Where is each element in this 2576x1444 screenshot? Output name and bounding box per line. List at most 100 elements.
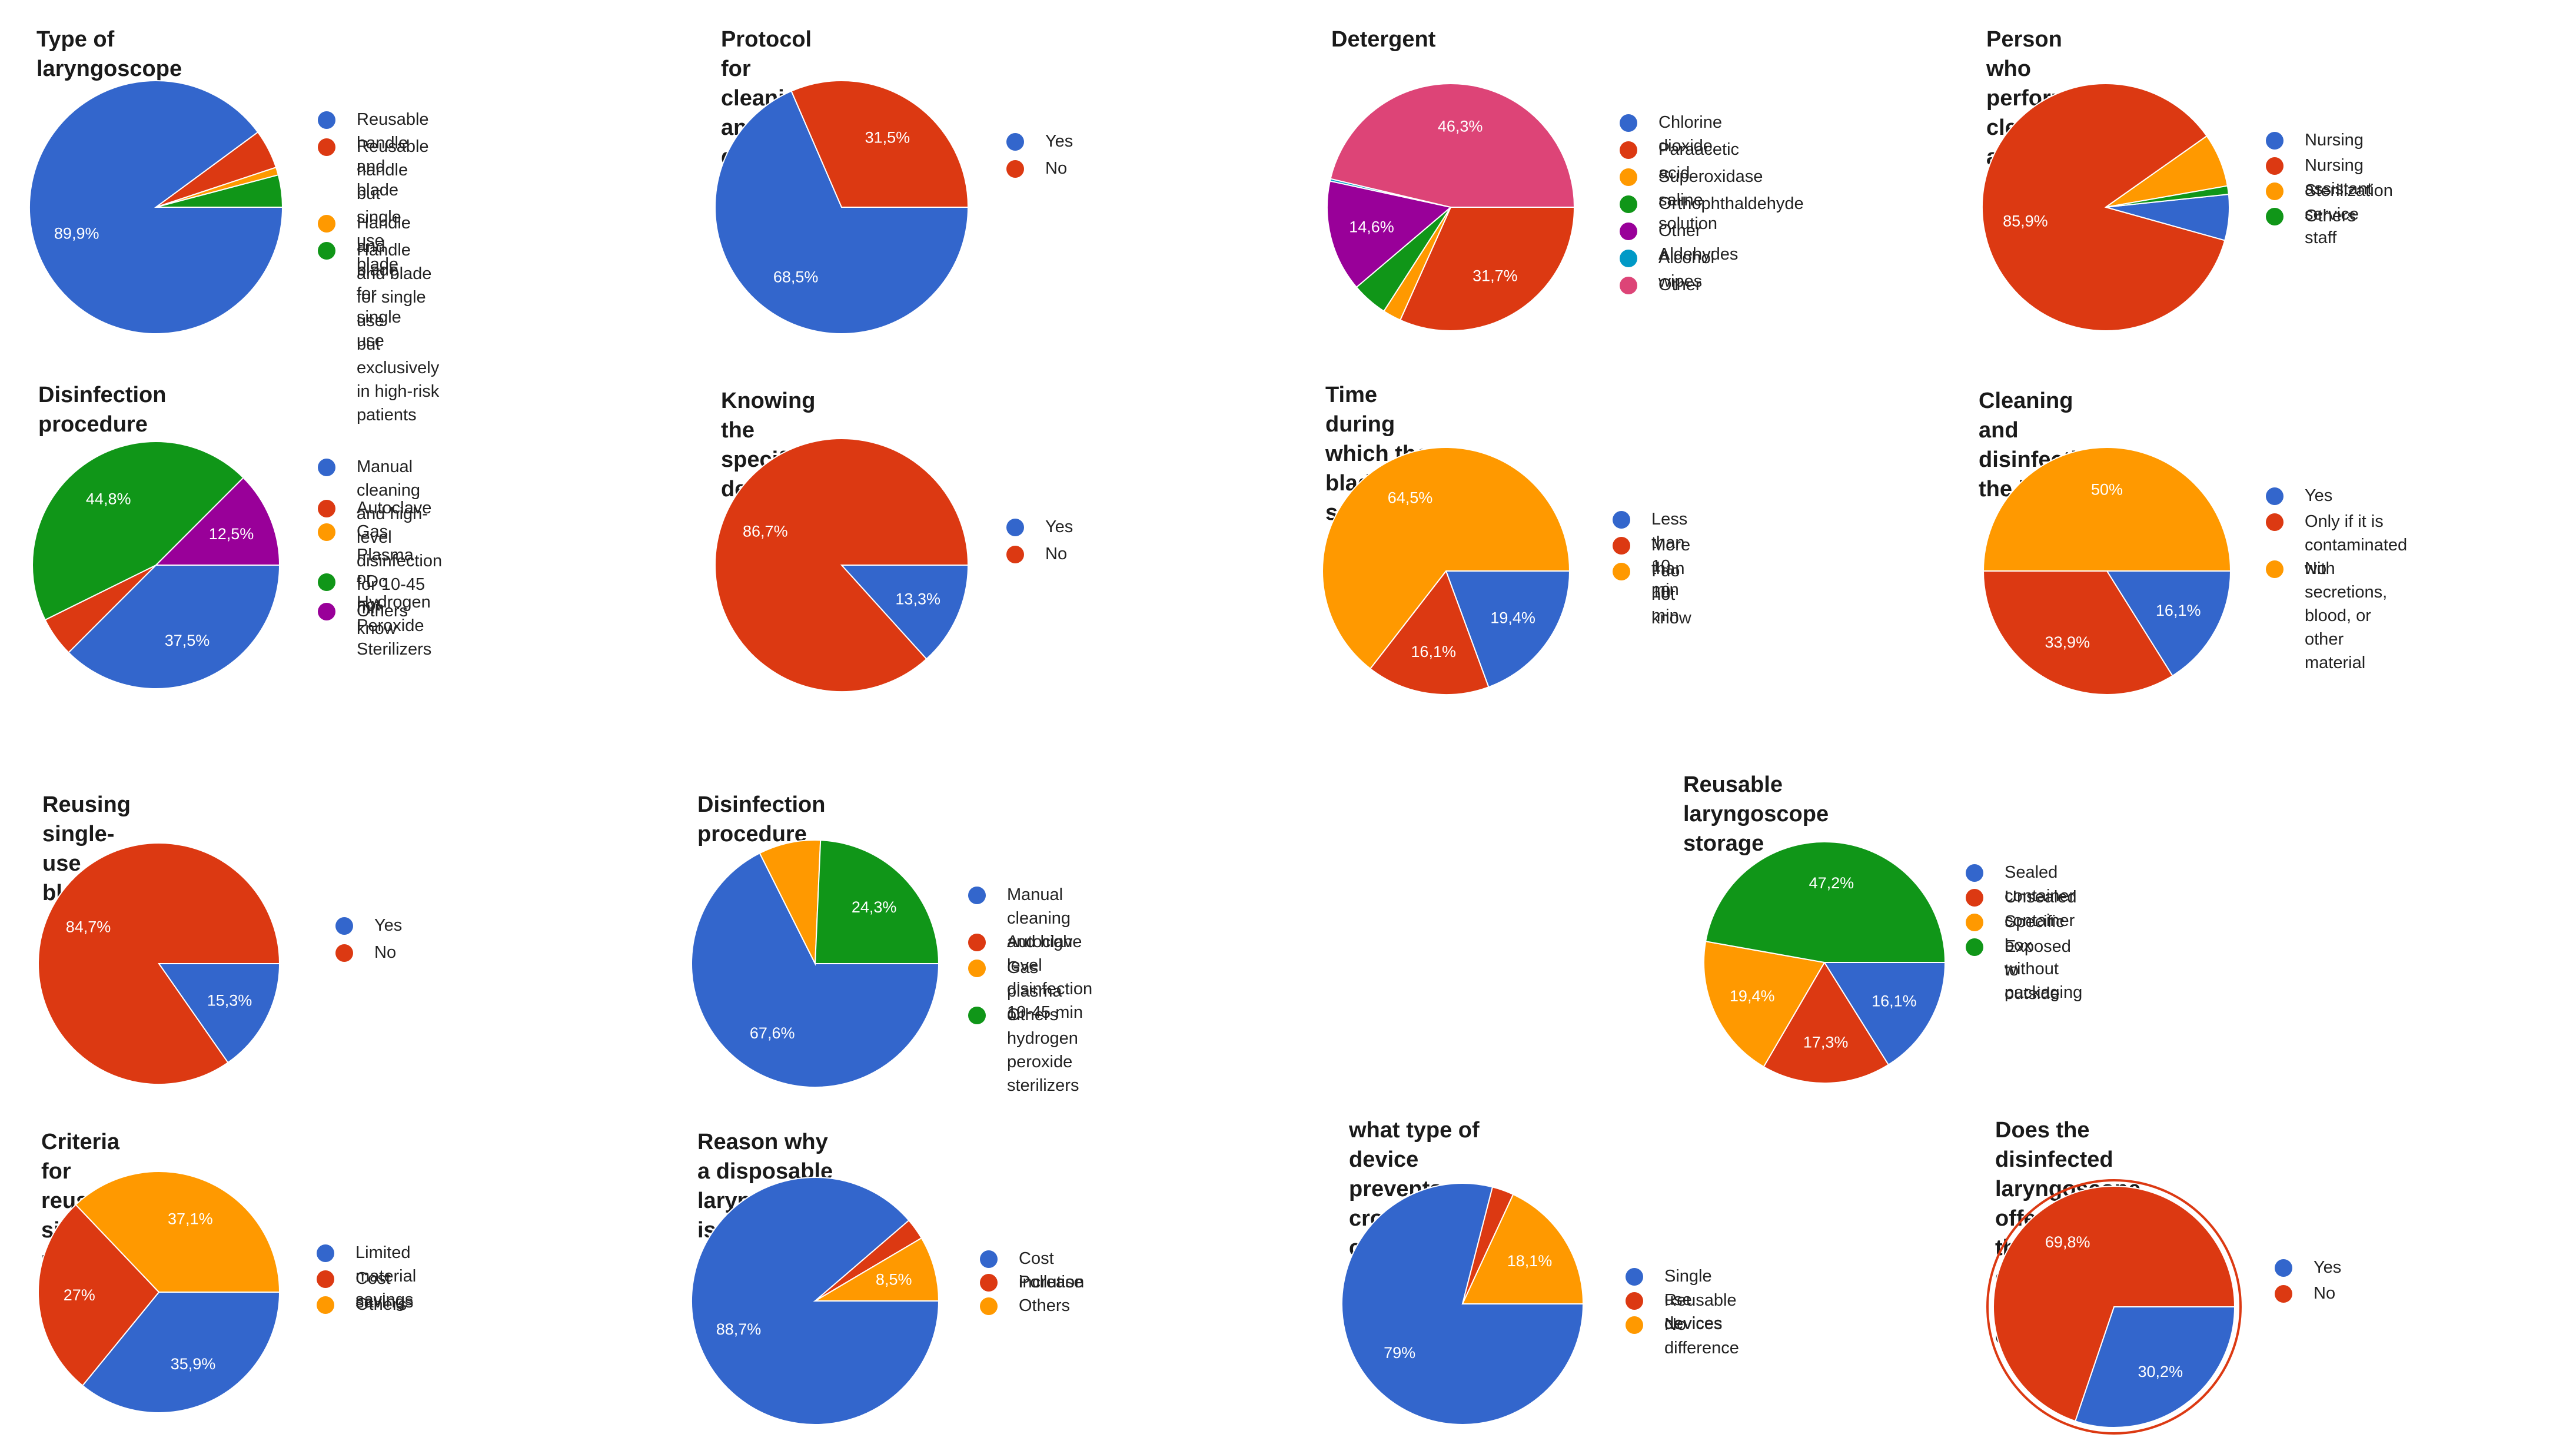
pie-slice-unsealed-container [1763, 961, 1890, 1084]
legend-label: Reusable devices [1664, 1291, 1737, 1333]
legend-label: Less than 10 min [1651, 510, 1688, 599]
slice-value-label: 79% [1384, 1344, 1415, 1362]
legend-swatch [1620, 168, 1637, 186]
legend-label: Sterilization service staff [2305, 181, 2393, 247]
slice-value-label: 89,9% [54, 224, 99, 242]
pie-slice-reusable-handle-but-single-use-blade [155, 131, 277, 208]
legend-label: No difference [1664, 1315, 1739, 1357]
legend-swatch [2266, 157, 2284, 175]
legend-swatch [1613, 563, 1630, 580]
legend-swatch [2266, 513, 2284, 531]
slice-value-label: 37,5% [165, 632, 210, 649]
legend-swatch [1966, 864, 1983, 882]
legend-swatch [1966, 938, 1983, 956]
slice-value-label: 85,9% [2003, 213, 2048, 230]
legend-swatch [1966, 889, 1983, 907]
slice-value-label: 16,1% [2156, 602, 2201, 619]
legend-swatch [1620, 250, 1637, 267]
chart-title: Does the disinfected laryngoscope offer … [1995, 1118, 2141, 1349]
legend-swatch [2275, 1285, 2292, 1303]
legend-label: Exposed to outside [2005, 937, 2071, 1003]
pie-slice-specific-box-without-packaging [1703, 940, 1826, 1068]
legend-label: Cost increase [1019, 1249, 1083, 1292]
legend-label: Yes [2314, 1258, 2342, 1277]
slice-value-label: 84,7% [66, 918, 111, 935]
pie-slice-exposed-to-outside [1704, 841, 1946, 963]
slice-value-label: 46,3% [1438, 117, 1483, 135]
pie-slice-superoxidase-saline-solution [1382, 207, 1451, 321]
legend-swatch [2266, 208, 2284, 225]
legend-swatch [335, 944, 353, 962]
pie-slice-others [154, 477, 281, 566]
legend-swatch [318, 523, 335, 541]
legend-swatch [968, 1007, 986, 1024]
slice-value-label: 24,3% [852, 898, 897, 916]
legend-label: Paraacetic acid [1658, 140, 1740, 182]
chart-title: Disinfection procedure [38, 383, 167, 437]
legend-swatch [1626, 1292, 1643, 1310]
slice-value-label: 15,3% [207, 992, 252, 1010]
legend-label: Yes [374, 916, 403, 935]
legend-label: Alcohol wipes [1658, 248, 1715, 291]
legend-swatch [318, 215, 335, 233]
slice-value-label: 18,1% [1507, 1252, 1553, 1270]
legend-swatch [318, 138, 335, 156]
chart-title: Reusable laryngoscope storage [1683, 772, 1829, 856]
pie-slice-orthophthaldehyde [1355, 207, 1451, 312]
slice-value-label: 16,1% [1872, 992, 1917, 1010]
chart-title: Criteria for reuse single-use blades [41, 1130, 120, 1302]
legend-swatch [2266, 182, 2284, 200]
legend-swatch [318, 459, 335, 476]
legend-label: No [1045, 545, 1068, 563]
legend-label: Manual cleaning and high-level disinfect… [357, 457, 443, 618]
pie-slice-handle-and-blade-for-single-use-but-exclusively-in-high-risk-patients [155, 174, 284, 208]
slice-value-label: 67,6% [750, 1024, 795, 1042]
pie-slice-sealed-container [1823, 962, 1946, 1066]
pie-slice-more-than-10-min [1369, 569, 1490, 695]
legend-swatch [317, 1244, 334, 1262]
chart-title: Person who performs cleaning and disinfe… [1986, 27, 2112, 199]
legend-swatch [2266, 560, 2284, 578]
legend-label: No [2305, 559, 2327, 578]
legend-label: Cost savings [355, 1269, 414, 1312]
slice-value-label: 14,6% [1349, 218, 1394, 236]
legend-label: Pollution [1019, 1273, 1085, 1292]
legend-swatch [968, 934, 986, 951]
pie-slice-handle-and-blade-for-single-use [155, 167, 280, 208]
legend-label: Others [355, 1295, 407, 1314]
pie-slice-only-if-it-is-contaminated-with-secretions-blood-or-other-material [1982, 570, 2173, 695]
legend-swatch [1620, 114, 1637, 132]
pie-slice-other [1329, 83, 1575, 208]
chart-title: Protocol for cleaning and disinfecting [721, 27, 847, 170]
legend-swatch [968, 887, 986, 904]
pie-slice-yes [2106, 570, 2232, 677]
legend-label: No [2314, 1284, 2336, 1303]
legend-swatch [980, 1250, 998, 1268]
legend-swatch [968, 960, 986, 977]
pie-slice-others [813, 1237, 940, 1302]
legend-label: Reusable handle and blade [357, 110, 429, 200]
legend-label: Sealed container [2005, 863, 2075, 905]
pie-slice-yes [840, 565, 969, 660]
legend-label: No [1045, 159, 1068, 178]
legend-label: I do not know [1651, 562, 1691, 628]
legend-swatch [317, 1296, 334, 1314]
legend-swatch [1613, 511, 1630, 529]
legend-swatch [1006, 519, 1024, 536]
slice-value-label: 19,4% [1730, 987, 1775, 1005]
legend-swatch [1006, 133, 1024, 151]
legend-label: Others [357, 602, 408, 620]
legend-swatch [318, 111, 335, 129]
slice-value-label: 88,7% [716, 1320, 762, 1338]
legend-swatch [1966, 914, 1983, 931]
slice-value-label: 12,5% [209, 525, 254, 543]
pie-slice-i-do-not-know [32, 441, 244, 621]
legend-swatch [318, 242, 335, 260]
legend-label: Nursing [2305, 131, 2364, 150]
legend-label: No [374, 943, 397, 962]
legend-swatch [1620, 195, 1637, 213]
slice-value-label: 16,1% [1411, 643, 1456, 660]
legend-label: Handle and blade for single use [357, 214, 411, 350]
slice-value-label: 37,1% [168, 1210, 213, 1228]
legend-label: Reusable handle but single use blade [357, 137, 429, 274]
